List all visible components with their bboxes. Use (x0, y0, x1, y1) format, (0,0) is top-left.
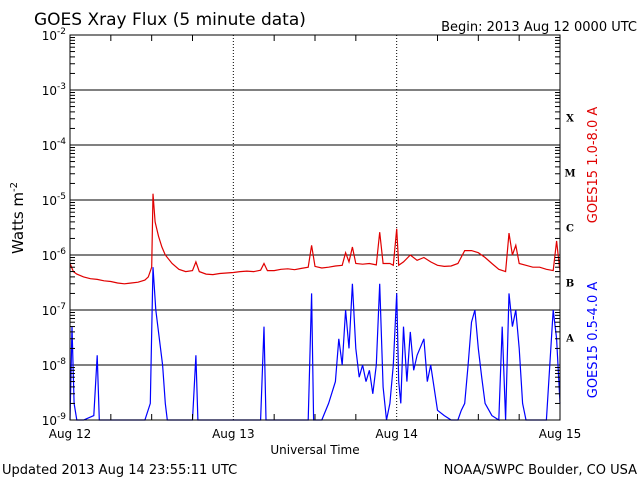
flare-class-label: X (566, 114, 574, 125)
series-layer (69, 193, 561, 422)
grid-lines (70, 35, 560, 420)
legend-long-channel: GOES15 1.0-8.0 A (586, 107, 601, 224)
x-tick-label: Aug 14 (375, 427, 418, 441)
flare-class-labels: X M C B A (564, 114, 575, 345)
axes (69, 34, 561, 421)
series-short-channel (69, 267, 561, 422)
flare-class-label: C (566, 224, 574, 235)
x-tick-label: Aug 15 (539, 427, 582, 441)
y-tick-label: 10-4 (42, 137, 67, 153)
y-tick-label: 10-9 (42, 412, 67, 428)
x-axis-label: Universal Time (270, 443, 359, 457)
y-axis-label: Watts m-2 (9, 182, 27, 254)
credit-text: NOAA/SWPC Boulder, CO USA (444, 463, 637, 478)
begin-time: Begin: 2013 Aug 12 0000 UTC (441, 20, 637, 35)
y-tick-label: 10-5 (42, 192, 66, 208)
y-axis-label-exponent: -2 (9, 182, 20, 192)
svg-text:Watts m-2: Watts m-2 (9, 182, 27, 254)
legend-short-channel: GOES15 0.5-4.0 A (586, 282, 601, 399)
y-tick-label: 10-2 (42, 27, 66, 43)
updated-time: Updated 2013 Aug 14 23:55:11 UTC (2, 463, 237, 478)
flare-class-label: B (566, 279, 574, 290)
x-tick-labels: Aug 12 Aug 13 Aug 14 Aug 15 (49, 427, 582, 441)
flare-class-label: A (565, 334, 574, 345)
y-tick-label: 10-8 (42, 357, 67, 373)
y-axis-label-text: Watts m (9, 192, 27, 254)
y-tick-label: 10-6 (42, 247, 67, 263)
flare-class-label: M (564, 169, 575, 180)
y-tick-label: 10-3 (42, 82, 66, 98)
y-tick-labels: 10-2 10-3 10-4 10-5 10-6 10-7 10-8 10-9 (42, 27, 67, 428)
x-tick-label: Aug 12 (49, 427, 92, 441)
series-long-channel (69, 193, 561, 285)
chart-title: GOES Xray Flux (5 minute data) (34, 10, 306, 30)
y-tick-label: 10-7 (42, 302, 66, 318)
legend: GOES15 1.0-8.0 A GOES15 0.5-4.0 A (586, 107, 601, 399)
x-tick-label: Aug 13 (212, 427, 255, 441)
plot-frame (69, 34, 561, 421)
